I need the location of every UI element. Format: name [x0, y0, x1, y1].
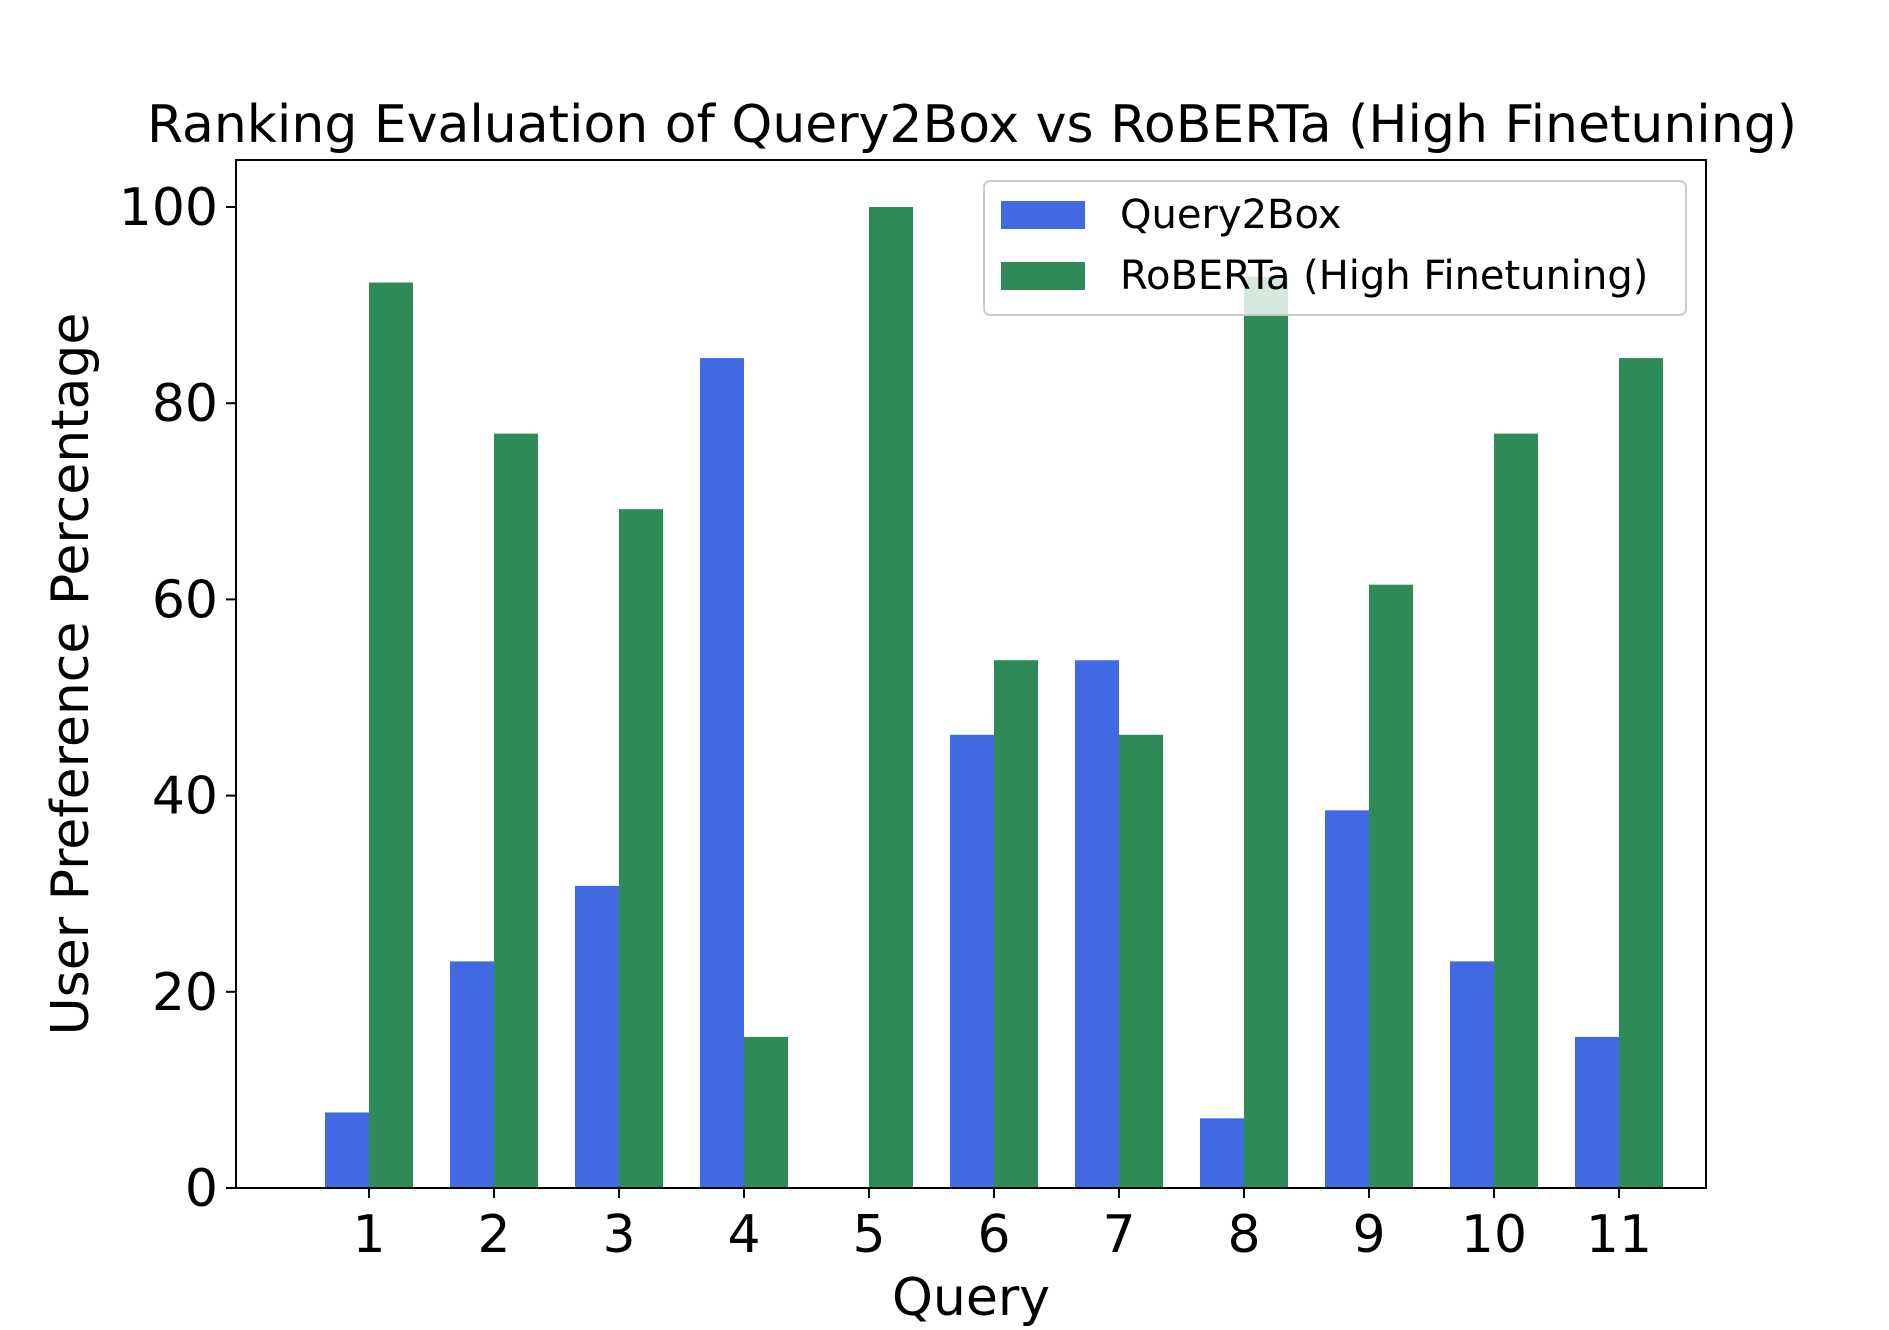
legend-swatch-query2box	[1001, 201, 1085, 229]
bars-layer	[325, 207, 1663, 1189]
bar-roberta-query-1	[369, 282, 413, 1188]
y-tick-label-0: 0	[185, 1159, 218, 1219]
y-tick-label-60: 60	[152, 570, 218, 630]
bar-query2box-query-7	[1075, 660, 1119, 1188]
chart-title: Ranking Evaluation of Query2Box vs RoBER…	[147, 95, 1797, 155]
bar-roberta-query-6	[994, 660, 1038, 1188]
bar-roberta-query-9	[1369, 584, 1413, 1188]
bar-roberta-query-7	[1119, 734, 1163, 1188]
y-tick-label-80: 80	[152, 374, 218, 434]
bar-query2box-query-8	[1200, 1118, 1244, 1188]
x-tick-label-3: 3	[602, 1205, 635, 1265]
x-axis-label: Query	[892, 1268, 1050, 1328]
bar-query2box-query-9	[1325, 810, 1369, 1188]
x-tick-label-9: 9	[1352, 1205, 1385, 1265]
x-tick-label-10: 10	[1461, 1205, 1527, 1265]
bar-query2box-query-3	[575, 885, 619, 1188]
x-tick-label-6: 6	[977, 1205, 1010, 1265]
bar-roberta-query-11	[1619, 358, 1663, 1189]
x-tick-label-2: 2	[477, 1205, 510, 1265]
x-axis-ticks: 1 2 3 4 5 6 7 8 9 10 11	[352, 1188, 1652, 1265]
bar-roberta-query-8	[1244, 276, 1288, 1188]
y-tick-label-40: 40	[152, 767, 218, 827]
x-tick-label-8: 8	[1227, 1205, 1260, 1265]
bar-query2box-query-2	[450, 961, 494, 1188]
y-axis-ticks: 0 20 40 60 80 100	[119, 178, 236, 1219]
bar-roberta-query-3	[619, 509, 663, 1188]
bar-roberta-query-10	[1494, 433, 1538, 1189]
x-tick-label-7: 7	[1102, 1205, 1135, 1265]
legend-frame	[983, 180, 1687, 316]
y-tick-label-20: 20	[152, 963, 218, 1023]
legend-label-roberta: RoBERTa (High Finetuning)	[1120, 253, 1648, 299]
x-tick-label-5: 5	[852, 1205, 885, 1265]
plot-frame	[235, 159, 1707, 1189]
legend-swatch-roberta	[1001, 262, 1085, 290]
legend-label-query2box: Query2Box	[1120, 192, 1341, 238]
bar-roberta-query-2	[494, 433, 538, 1189]
y-axis-label: User Preference Percentage	[41, 313, 101, 1036]
y-tick-label-100: 100	[119, 178, 218, 238]
bar-roberta-query-4	[744, 1036, 788, 1188]
bar-query2box-query-6	[950, 734, 994, 1188]
x-tick-label-1: 1	[352, 1205, 385, 1265]
x-tick-label-4: 4	[727, 1205, 760, 1265]
bar-roberta-query-5	[869, 207, 913, 1188]
legend: Query2Box RoBERTa (High Finetuning)	[983, 180, 1687, 316]
bar-query2box-query-4	[700, 358, 744, 1189]
x-tick-label-11: 11	[1586, 1205, 1652, 1265]
bar-query2box-query-11	[1575, 1036, 1619, 1188]
bar-query2box-query-1	[325, 1112, 369, 1188]
bar-query2box-query-10	[1450, 961, 1494, 1188]
